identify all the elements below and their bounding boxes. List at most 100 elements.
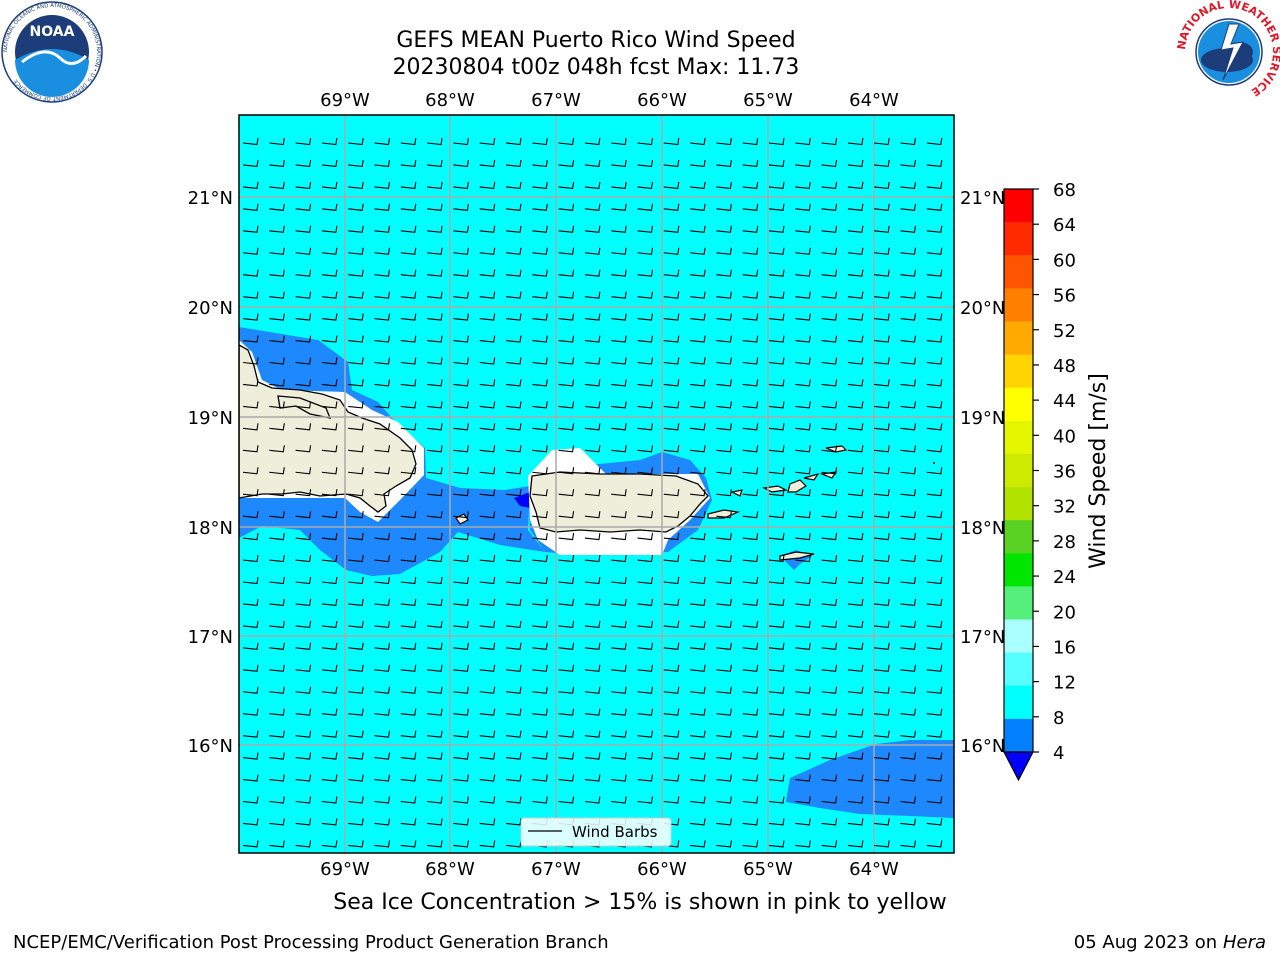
wind-barb [348, 269, 364, 277]
wind-barb [821, 598, 838, 607]
wind-barb [926, 511, 943, 519]
wind-barb [900, 840, 917, 848]
wind-barb [926, 357, 943, 365]
wind-barb [532, 620, 548, 629]
wind-barb [479, 664, 496, 672]
wind-barb [953, 274, 954, 276]
wind-barb [427, 335, 443, 343]
wind-barb [663, 708, 680, 716]
sea-ice-caption: Sea Ice Concentration > 15% is shown in … [333, 890, 947, 915]
wind-barb [505, 225, 522, 233]
wind-barb [427, 818, 443, 826]
wind-barb [926, 181, 943, 190]
wind-barb [558, 774, 575, 782]
wind-barb [900, 313, 917, 321]
wind-barb [821, 159, 838, 168]
wind-barb [348, 533, 364, 541]
wind-barb [637, 686, 654, 694]
wind-barb [532, 796, 548, 804]
wind-barb [795, 335, 811, 343]
wind-barb [690, 357, 706, 365]
wind-barb [874, 708, 890, 716]
wind-barb [321, 159, 338, 168]
wind-barb [321, 774, 338, 782]
island-st-thomas [762, 485, 788, 493]
wind-barb [400, 137, 417, 146]
wind-barb [663, 664, 680, 672]
wind-barb [269, 401, 285, 409]
wind-barb [690, 137, 706, 146]
wind-barb [637, 554, 654, 563]
wind-barb [295, 708, 312, 716]
wind-barb [400, 467, 417, 475]
wind-barb [374, 225, 391, 233]
wind-barb [768, 620, 785, 629]
wind-barb [479, 576, 496, 585]
wind-barb [900, 818, 917, 826]
wind-barb [611, 620, 627, 629]
wind-barb [505, 467, 522, 475]
wind-barb [663, 357, 680, 365]
wind-barb [374, 137, 391, 146]
wind-barb [321, 335, 338, 343]
wind-barb [821, 774, 838, 782]
wind-barb [768, 181, 785, 190]
wind-barb [926, 401, 943, 409]
wind-barb [321, 181, 338, 190]
map-subtitle: 20230804 t00z 048h fcst Max: 11.73 [392, 55, 800, 80]
wind-barb [821, 379, 838, 387]
wind-barb [847, 445, 864, 453]
wind-barb [795, 159, 811, 168]
wind-barb [795, 445, 811, 453]
wind-barb [453, 203, 469, 211]
wind-barb [295, 598, 312, 607]
wind-barb [295, 379, 312, 387]
wind-barb [821, 137, 838, 146]
wind-barb [611, 511, 627, 519]
wind-barb [926, 554, 943, 563]
wind-barb [847, 489, 864, 497]
wind-barb [584, 620, 601, 629]
wind-barb [243, 862, 258, 869]
wind-barb [847, 840, 864, 848]
wind-barb [505, 423, 522, 431]
wind-barb [795, 730, 811, 738]
wind-barb [532, 401, 548, 409]
wind-barb [295, 269, 312, 277]
wind-barb [953, 669, 954, 671]
wind-barb [768, 533, 785, 541]
wind-barb [953, 800, 954, 803]
wind-barb [295, 730, 312, 738]
wind-barb [321, 247, 338, 255]
wind-barb [821, 818, 838, 826]
wind-barb [611, 357, 627, 365]
wind-barb [900, 269, 917, 277]
wind-barb [663, 203, 680, 211]
wind-barb [927, 862, 942, 869]
wind-barb [584, 533, 601, 541]
wind-barb [821, 445, 838, 453]
wind-barb [847, 181, 864, 190]
wind-barb [427, 291, 443, 299]
wind-barb [874, 598, 890, 607]
wind-barb [400, 533, 417, 541]
wind-barb [242, 576, 259, 585]
wind-barb [926, 313, 943, 321]
wind-barb [295, 137, 312, 146]
wind-barb [953, 691, 954, 693]
wind-barb [611, 642, 627, 650]
wind-barb [400, 291, 417, 299]
wind-barb [742, 752, 759, 760]
colorbar-tick-label: 24 [1053, 567, 1076, 588]
colorbar-tick-label: 40 [1053, 426, 1076, 447]
wind-barb [795, 489, 811, 497]
wind-barb [479, 247, 496, 255]
wind-barb [295, 291, 312, 299]
wind-barb [900, 423, 917, 431]
wind-barb [821, 642, 838, 650]
wind-barb [795, 708, 811, 716]
wind-barb [900, 686, 917, 694]
wind-barb [926, 137, 943, 146]
wind-barb [768, 203, 785, 211]
wind-barb [690, 313, 706, 321]
